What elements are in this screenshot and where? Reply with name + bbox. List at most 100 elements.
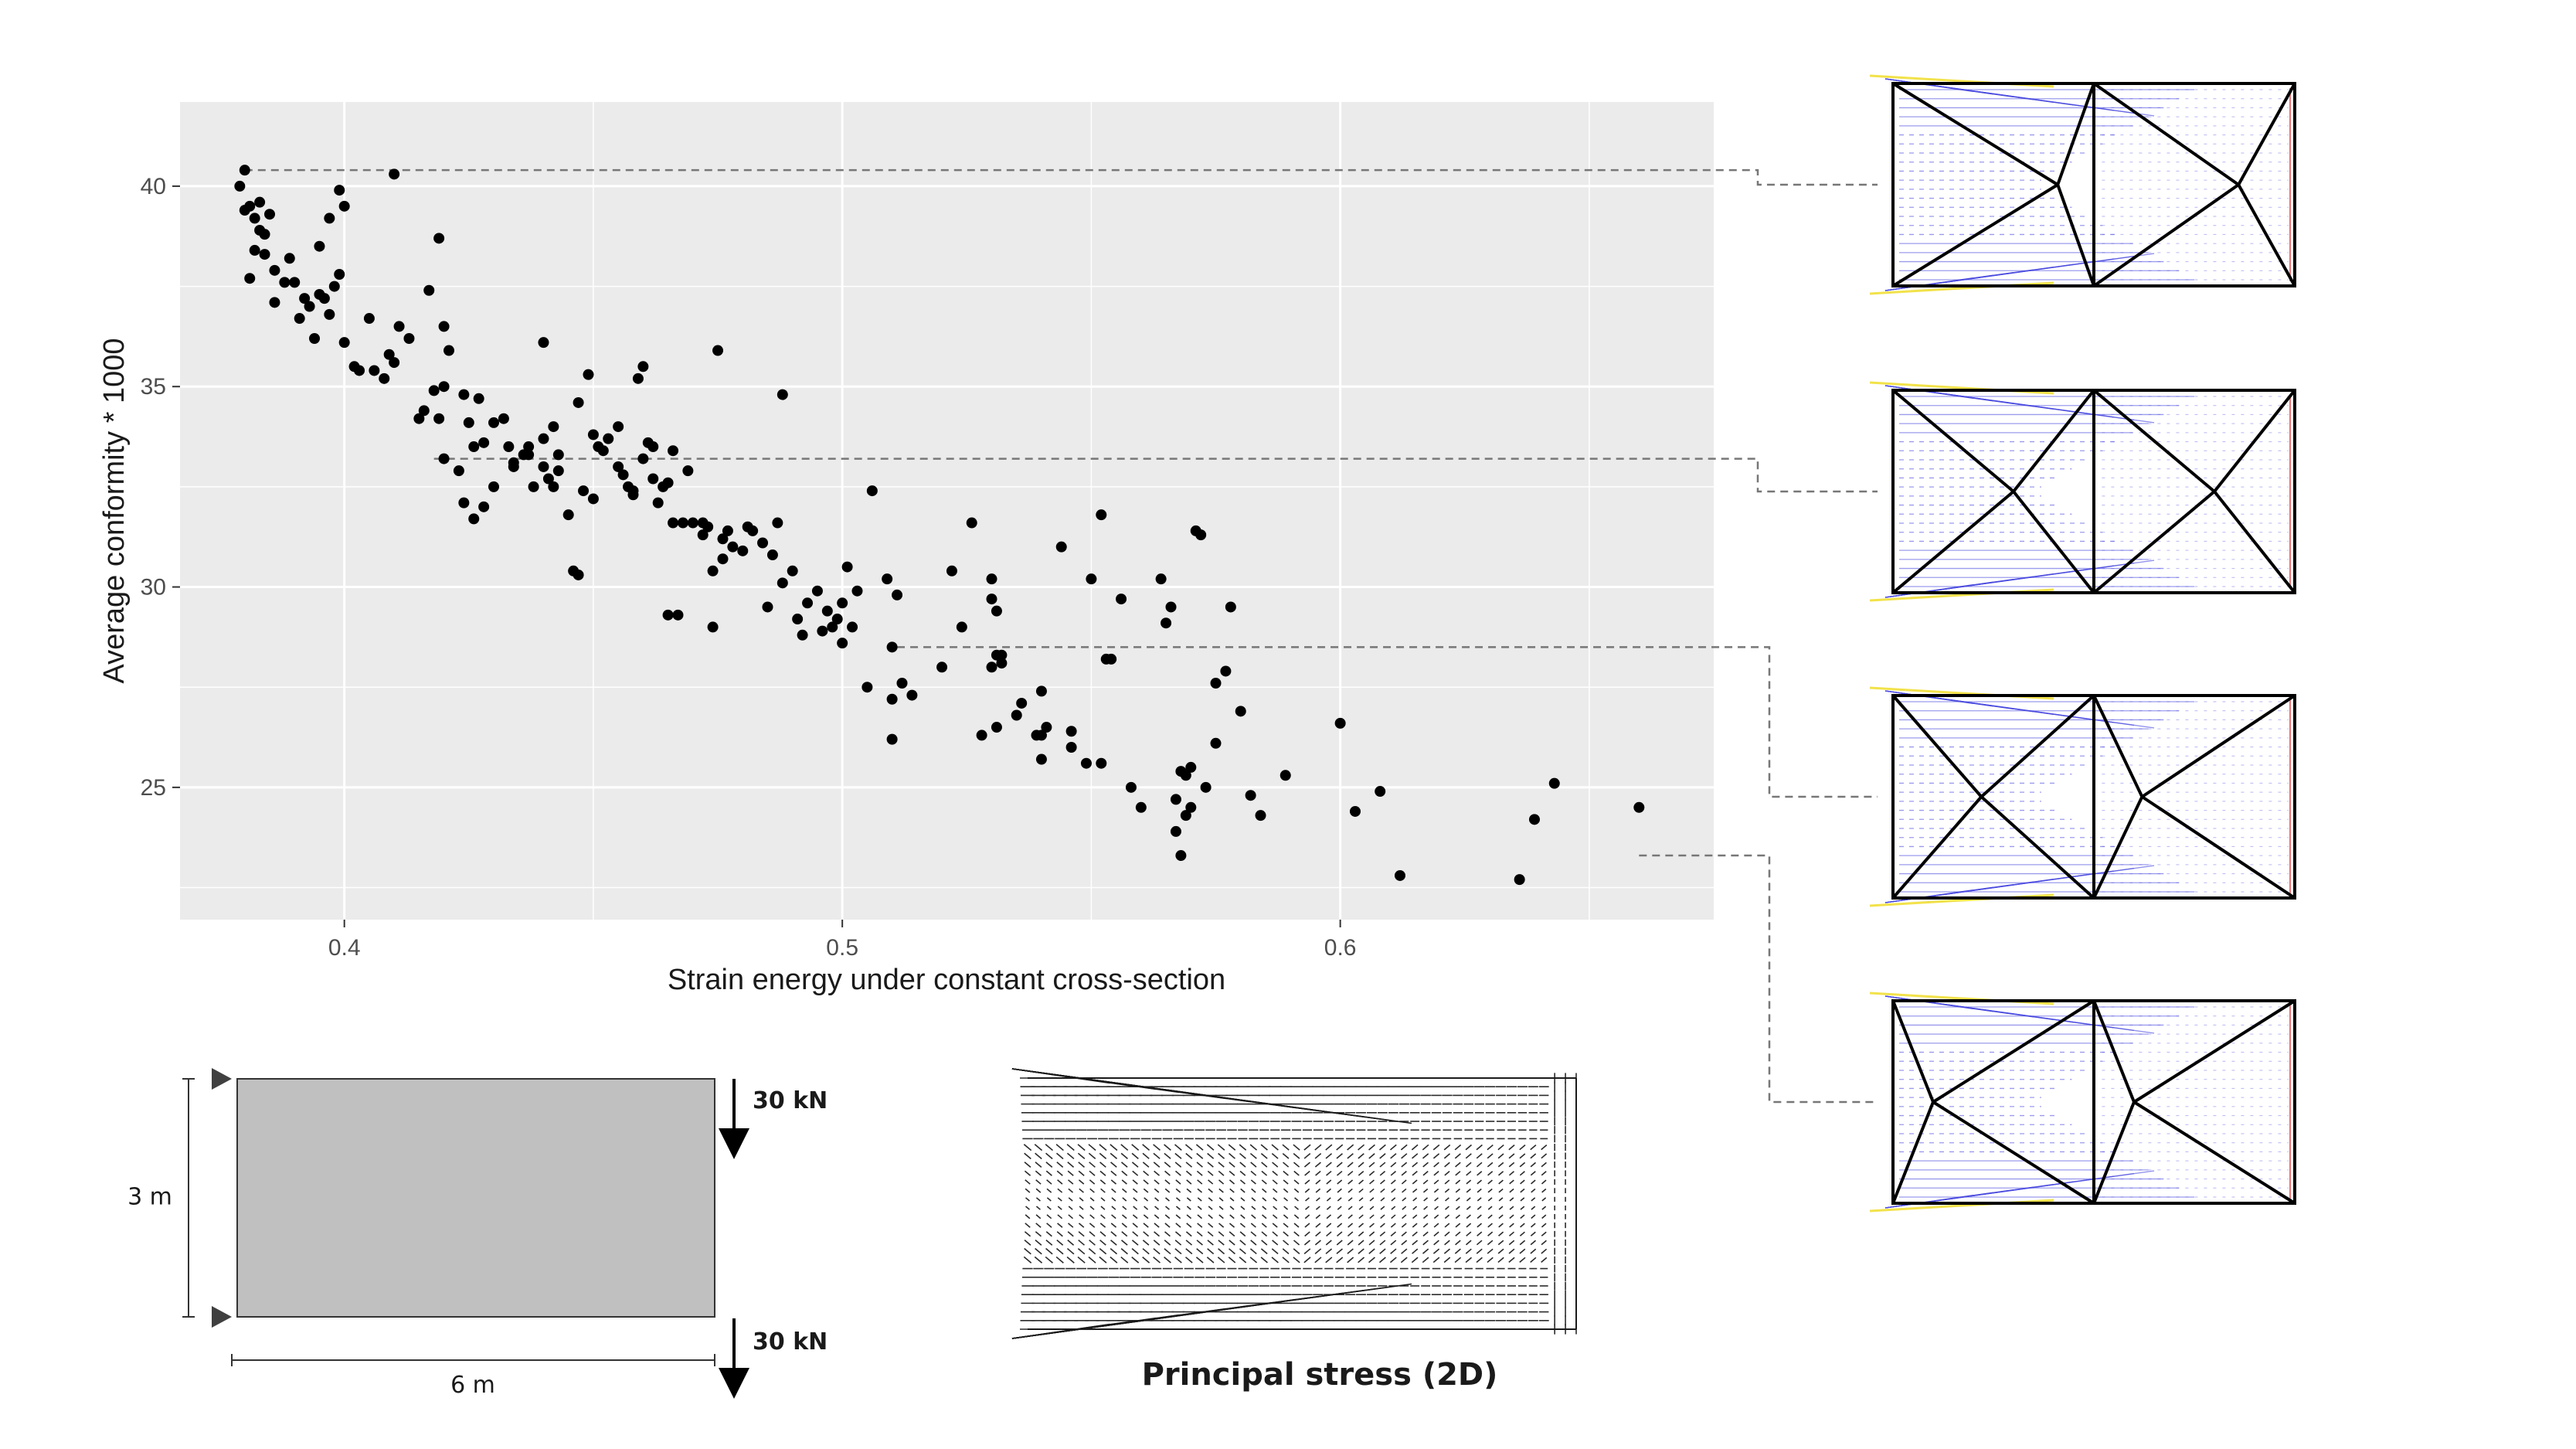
stress-vector	[1250, 1179, 1256, 1185]
stress-vector	[1541, 1240, 1547, 1246]
x-axis-title: Strain energy under constant cross-secti…	[668, 964, 1225, 996]
stress-vector	[1110, 1240, 1117, 1246]
data-point	[986, 573, 997, 585]
stress-vector	[1057, 1214, 1063, 1219]
stress-vector	[1326, 1197, 1331, 1202]
stress-vector	[1497, 1240, 1504, 1246]
stress-vector	[1229, 1240, 1235, 1246]
stress-vector	[1271, 1248, 1279, 1255]
stress-vector	[1260, 1248, 1268, 1255]
stress-vector	[1078, 1240, 1085, 1246]
stress-vector	[1078, 1231, 1085, 1237]
stress-vector	[1250, 1170, 1257, 1176]
y-tick-label: 30	[141, 575, 166, 600]
stress-vector	[1273, 1206, 1278, 1210]
stress-vector	[1057, 1179, 1063, 1185]
stress-vector	[1153, 1257, 1161, 1264]
data-point	[587, 493, 599, 505]
data-point	[523, 449, 535, 461]
stress-vector	[1531, 1206, 1536, 1210]
stress-vector	[1067, 1231, 1074, 1237]
stress-vector	[1347, 1248, 1354, 1254]
stress-vector	[1251, 1188, 1256, 1193]
stress-vector	[1174, 1170, 1181, 1176]
stress-vector	[1304, 1179, 1310, 1185]
stress-vector	[1207, 1240, 1214, 1246]
stress-vector	[1186, 1206, 1191, 1210]
data-point	[627, 489, 639, 501]
stress-vector	[1477, 1197, 1482, 1202]
stress-vector	[1434, 1197, 1439, 1202]
stress-vector	[1229, 1223, 1235, 1228]
data-point	[254, 196, 266, 208]
stress-vector	[1218, 1197, 1224, 1202]
stress-vector	[1035, 1162, 1042, 1168]
stress-vector	[1347, 1257, 1354, 1264]
stress-vector	[1509, 1197, 1514, 1202]
stress-vector	[1412, 1197, 1418, 1202]
data-point	[866, 485, 878, 497]
stress-vector	[1304, 1188, 1310, 1193]
stress-vector	[1046, 1197, 1052, 1202]
stress-vector	[1111, 1188, 1116, 1193]
stress-vector	[1078, 1223, 1085, 1228]
stress-vector	[1509, 1214, 1514, 1219]
stress-vector	[1239, 1223, 1246, 1228]
stress-vector	[1476, 1162, 1483, 1168]
stress-vector	[1531, 1214, 1536, 1219]
stress-vector	[1228, 1257, 1236, 1264]
stress-vector	[1443, 1257, 1451, 1264]
stress-vector	[1045, 1162, 1053, 1168]
stress-vector	[1110, 1231, 1117, 1237]
stress-vector	[1057, 1223, 1063, 1228]
stress-vector	[1239, 1162, 1246, 1168]
stress-vector	[1337, 1214, 1342, 1219]
stress-vector	[1422, 1162, 1429, 1168]
data-point	[896, 678, 908, 689]
data-point	[234, 180, 246, 192]
truss-member	[2133, 999, 2296, 1104]
truss-member	[2092, 183, 2240, 287]
stress-vector	[1077, 1144, 1086, 1151]
stress-vector	[1078, 1162, 1085, 1168]
stress-vector	[1336, 1153, 1343, 1159]
stress-vector	[1379, 1170, 1386, 1176]
stress-vector	[1271, 1257, 1279, 1264]
data-point	[538, 337, 549, 349]
data-point	[637, 361, 649, 372]
load-label-bottom: 30 kN	[753, 1328, 828, 1355]
y-tick-label: 40	[141, 174, 166, 199]
stress-vector	[1283, 1231, 1289, 1237]
stress-vector	[1154, 1214, 1160, 1219]
truss-thumbnail-3	[1869, 686, 2296, 907]
stress-vector	[1120, 1144, 1129, 1151]
stress-vector	[1304, 1170, 1310, 1176]
stress-vector	[1023, 1144, 1032, 1151]
stress-vector	[1412, 1171, 1418, 1176]
stress-vector	[1164, 1214, 1171, 1219]
leader-line	[897, 646, 1878, 798]
stress-vector	[1132, 1188, 1138, 1193]
stress-vector	[1024, 1162, 1031, 1168]
data-point	[1633, 801, 1645, 813]
stress-vector	[1120, 1152, 1128, 1159]
stress-vector	[1304, 1231, 1310, 1237]
stress-vector	[1068, 1188, 1074, 1193]
leader-lines	[244, 168, 1878, 1104]
stress-vector	[1379, 1223, 1385, 1228]
data-point	[269, 264, 280, 276]
stress-vector	[1196, 1152, 1204, 1159]
stress-vector	[1347, 1197, 1353, 1202]
stress-vector	[1541, 1223, 1547, 1228]
stress-vector	[1477, 1223, 1483, 1228]
stress-vector	[1358, 1257, 1365, 1264]
data-point	[712, 345, 724, 356]
stress-vector	[1466, 1206, 1471, 1210]
data-point	[1548, 777, 1560, 789]
plot-panel	[180, 102, 1714, 920]
stress-vector	[1326, 1214, 1332, 1219]
stress-vector	[1262, 1188, 1267, 1193]
stress-caption: Principal stress (2D)	[1142, 1357, 1498, 1393]
stress-vector	[1217, 1257, 1225, 1264]
stress-vector	[1035, 1188, 1042, 1193]
